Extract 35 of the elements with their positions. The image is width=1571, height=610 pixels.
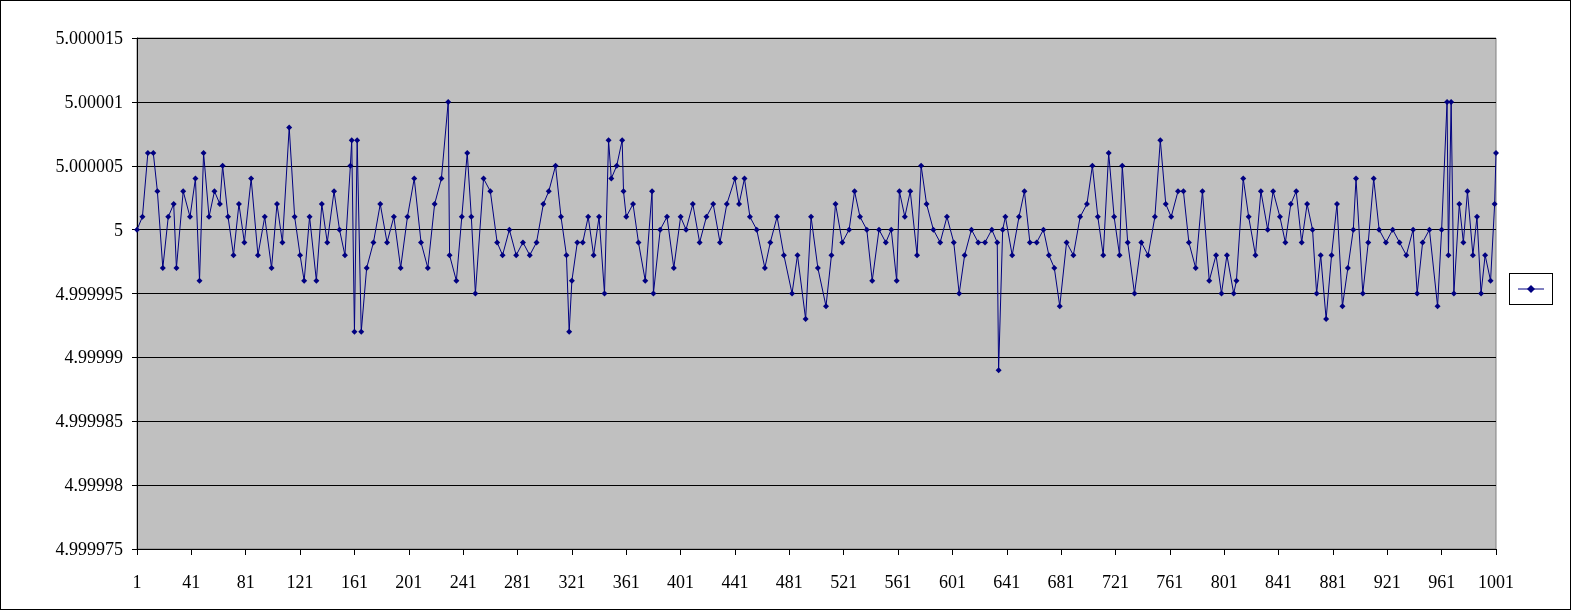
x-tick-label: 121: [286, 572, 314, 592]
x-tick-label: 161: [340, 572, 368, 592]
x-tick-label: 1: [132, 572, 142, 592]
x-tick-label: 441: [721, 572, 749, 592]
y-tick-label: 5.000015: [55, 28, 123, 48]
x-tick-label: 561: [884, 572, 912, 592]
y-tick-label: 4.999985: [55, 411, 123, 432]
x-tick-label: 81: [236, 572, 255, 592]
x-tick-label: 881: [1319, 572, 1347, 592]
x-tick-label: 201: [395, 572, 423, 592]
x-tick-label: 601: [938, 572, 966, 592]
x-tick-label: 41: [182, 572, 201, 592]
x-tick-label: 641: [993, 572, 1021, 592]
x-tick-label: 841: [1265, 572, 1293, 592]
y-tick-label: 4.99999: [64, 347, 123, 368]
y-tick-label: 5.00001: [64, 91, 123, 112]
x-tick-label: 241: [449, 572, 477, 592]
y-tick-label: 5.000005: [55, 155, 123, 176]
x-tick-label: 761: [1156, 572, 1184, 592]
y-tick-label: 4.99998: [64, 475, 123, 496]
x-tick-label: 681: [1047, 572, 1075, 592]
x-tick-label: 361: [612, 572, 640, 592]
y-tick-label: 4.999975: [55, 539, 123, 559]
x-tick-label: 401: [667, 572, 695, 592]
x-tick-label: 961: [1428, 572, 1456, 592]
x-tick-label: 801: [1210, 572, 1238, 592]
x-tick-label: 521: [830, 572, 858, 592]
y-tick-label: 4.999995: [55, 283, 123, 304]
x-tick-label: 1001: [1478, 572, 1514, 592]
x-tick-label: 481: [775, 572, 803, 592]
x-tick-label: 321: [558, 572, 586, 592]
x-tick-label: 281: [504, 572, 532, 592]
x-tick-label: 721: [1101, 572, 1129, 592]
x-tick-label: 921: [1373, 572, 1401, 592]
y-tick-label: 5: [114, 219, 123, 240]
